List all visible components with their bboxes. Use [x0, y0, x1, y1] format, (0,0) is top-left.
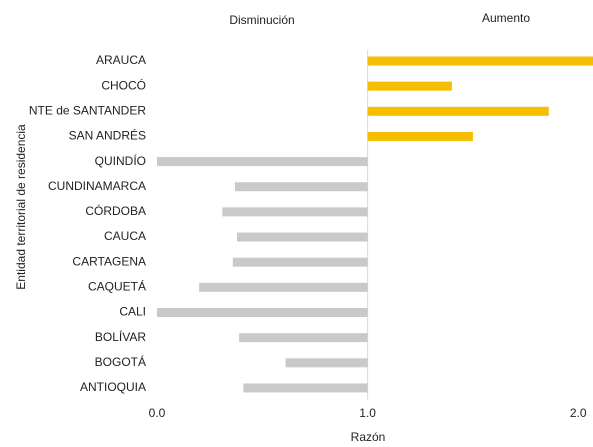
y-tick-label: BOLÍVAR [95, 329, 146, 344]
annotation: Disminución [229, 13, 294, 27]
y-tick-label: NTE de SANTANDER [29, 103, 146, 117]
y-tick-label: SAN ANDRÉS [69, 128, 146, 143]
x-tick-label: 0.0 [149, 406, 166, 420]
bar [243, 383, 368, 393]
bar [199, 282, 368, 292]
y-tick-label: CÓRDOBA [85, 203, 146, 218]
y-tick-label: CUNDINAMARCA [48, 179, 146, 193]
y-tick-label: ANTIOQUIA [80, 380, 146, 394]
bar [234, 182, 368, 192]
x-axis-label: Razón [351, 430, 386, 444]
y-tick-label: CALI [119, 305, 146, 319]
bar [239, 333, 368, 343]
bar [232, 257, 368, 267]
bar [157, 157, 368, 167]
bar [367, 131, 473, 141]
x-tick-label: 2.0 [570, 406, 587, 420]
bar [237, 232, 368, 242]
x-tick-label: 1.0 [359, 406, 376, 420]
bar [367, 106, 549, 116]
y-tick-label: QUINDÍO [95, 153, 146, 168]
bar [157, 308, 368, 317]
bar [367, 56, 593, 66]
y-tick-label: CHOCÓ [101, 77, 146, 92]
y-tick-label: CARTAGENA [72, 254, 146, 268]
annotation: Aumento [482, 11, 530, 25]
y-tick-label: CAUCA [104, 229, 146, 243]
y-axis-label: Entidad territorial de residencia [14, 124, 28, 290]
bar [222, 207, 368, 217]
bar [285, 358, 368, 368]
y-tick-label: ARAUCA [96, 53, 146, 67]
y-tick-label: BOGOTÁ [95, 354, 146, 369]
bar [367, 81, 452, 91]
y-tick-label: CAQUETÁ [88, 279, 146, 294]
